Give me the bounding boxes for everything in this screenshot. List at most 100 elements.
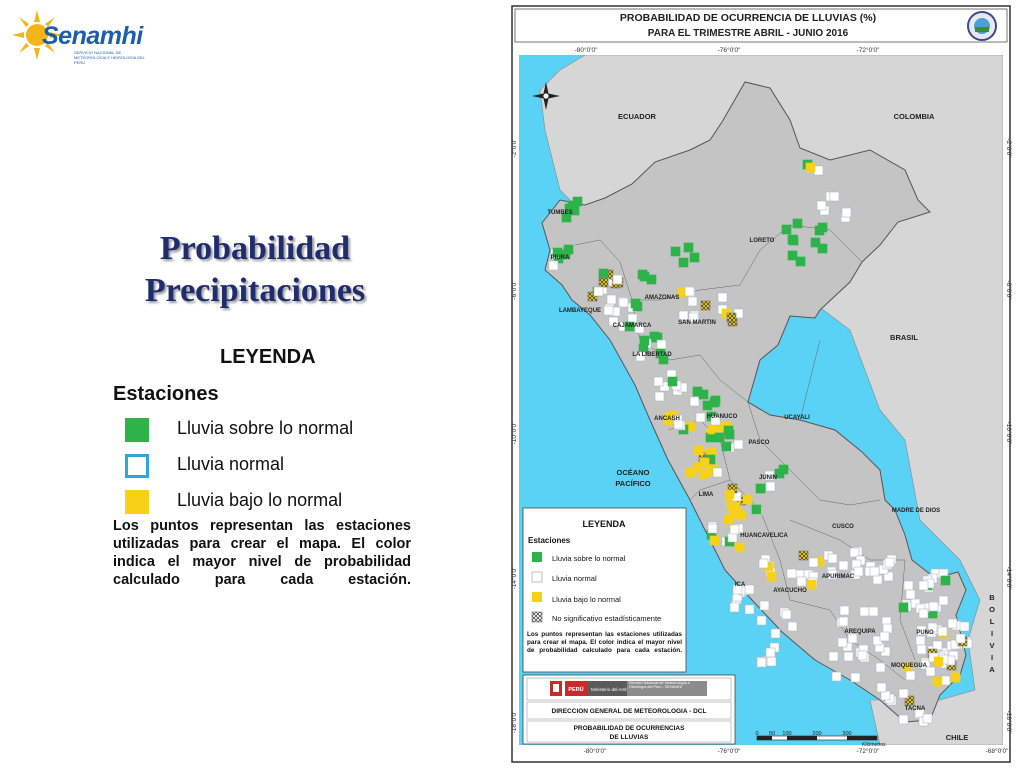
station-marker <box>868 606 879 617</box>
lat-label-right: -6°0'0" <box>1005 280 1013 300</box>
station-marker <box>933 656 944 667</box>
station-marker <box>879 631 890 642</box>
lat-label-left: -14°0'0" <box>510 566 518 589</box>
ministry-country: PERÚ <box>568 686 583 693</box>
station-marker <box>684 286 695 297</box>
station-marker <box>759 600 770 611</box>
station-marker <box>918 580 929 591</box>
region-label: HUANCAVELICA <box>740 533 788 539</box>
station-marker <box>561 212 572 223</box>
station-marker <box>659 381 670 392</box>
station-marker <box>765 647 776 658</box>
region-label: UCAYALI <box>784 415 810 421</box>
station-marker <box>758 558 769 569</box>
legend-subtitle: Estaciones <box>113 383 219 405</box>
station-marker <box>552 247 563 258</box>
station-marker <box>729 524 740 535</box>
region-label: ANCASH <box>654 416 680 422</box>
station-marker <box>937 626 948 637</box>
station-marker <box>932 640 943 651</box>
station-marker <box>872 574 883 585</box>
station-marker <box>813 165 824 176</box>
station-marker <box>827 569 838 580</box>
station-marker <box>927 622 938 633</box>
scale-tick: 50 <box>769 731 775 737</box>
station-marker <box>572 196 583 207</box>
station-marker <box>764 470 775 481</box>
station-marker <box>721 441 732 452</box>
region-label: MADRE DE DIOS <box>892 508 940 514</box>
scale-bar: 0 50 100 200 300 Kilómetros <box>755 731 886 748</box>
station-marker <box>630 298 641 309</box>
station-marker <box>838 616 849 627</box>
station-marker <box>756 657 767 668</box>
station-marker <box>606 294 617 305</box>
station-marker <box>853 566 864 577</box>
white-swatch-icon <box>125 454 149 478</box>
station-marker <box>959 621 970 632</box>
direction-label: DIRECCION GENERAL DE METEOROLOGIA - DCL <box>552 708 707 715</box>
map-legend-box: LEYENDA Estaciones Lluvia sobre lo norma… <box>522 507 687 673</box>
station-marker <box>947 618 958 629</box>
station-marker <box>787 234 798 245</box>
lat-label-right: -2°0'0" <box>1005 138 1013 158</box>
station-marker <box>837 637 848 648</box>
scale-tick: 300 <box>842 731 851 737</box>
station-marker <box>792 218 803 229</box>
station-marker <box>637 269 648 280</box>
station-marker <box>700 300 711 311</box>
map-footer: PERÚ Ministerio del Ambiente Servicio Na… <box>522 674 736 745</box>
station-marker <box>905 589 916 600</box>
peru-badge <box>565 681 587 696</box>
station-marker <box>710 395 721 406</box>
region-label: CAJAMARCA <box>613 323 652 329</box>
green-swatch-icon <box>125 418 149 442</box>
country-label-colombia: COLOMBIA <box>894 112 935 121</box>
region-label: LAMBAYEQUE <box>559 308 601 314</box>
station-marker <box>710 415 721 426</box>
station-marker <box>810 237 821 248</box>
station-marker <box>689 252 700 263</box>
station-marker <box>723 425 734 436</box>
region-label: ICA <box>735 582 746 588</box>
lon-label-top: -76°0'0" <box>718 46 741 54</box>
station-marker <box>698 389 709 400</box>
map-legend-item: Lluvia sobre lo normal <box>552 554 626 563</box>
station-marker <box>932 676 943 687</box>
map-legend-item: Lluvia bajo lo normal <box>552 595 621 604</box>
station-marker <box>678 310 689 321</box>
station-marker <box>928 601 939 612</box>
lon-label-bottom: -68°0'0" <box>986 747 1009 755</box>
station-marker <box>843 651 854 662</box>
station-marker <box>781 609 792 620</box>
station-marker <box>827 553 838 564</box>
station-marker <box>916 625 927 636</box>
sun-icon <box>12 10 62 60</box>
station-marker <box>898 602 909 613</box>
station-marker <box>608 316 619 327</box>
ocean-label-line-2: PACÍFICO <box>615 479 650 488</box>
yellow-swatch-icon <box>532 592 542 602</box>
station-marker <box>920 659 931 670</box>
station-marker <box>635 351 646 362</box>
station-marker <box>714 432 725 443</box>
station-marker <box>849 547 860 558</box>
lat-label-left: -18°0'0" <box>510 710 518 733</box>
region-label: MOQUEGUA <box>891 663 928 669</box>
green-swatch-icon <box>532 552 542 562</box>
region-label: APURIMAC <box>822 574 855 580</box>
station-marker <box>742 494 753 505</box>
region-label: AREQUIPA <box>844 629 876 635</box>
agency-name: Servicio Nacional de Meteorología e Hidr… <box>629 681 690 690</box>
region-label: AMAZONAS <box>645 295 680 301</box>
station-marker <box>847 633 858 644</box>
station-marker <box>880 690 891 701</box>
station-marker <box>707 523 718 534</box>
legend-label-above: Lluvia sobre lo normal <box>177 418 354 438</box>
station-marker <box>805 162 816 173</box>
station-marker <box>639 335 650 346</box>
region-label: PIURA <box>551 255 570 261</box>
station-marker <box>955 633 966 644</box>
region-label: TUMBES <box>547 210 572 216</box>
